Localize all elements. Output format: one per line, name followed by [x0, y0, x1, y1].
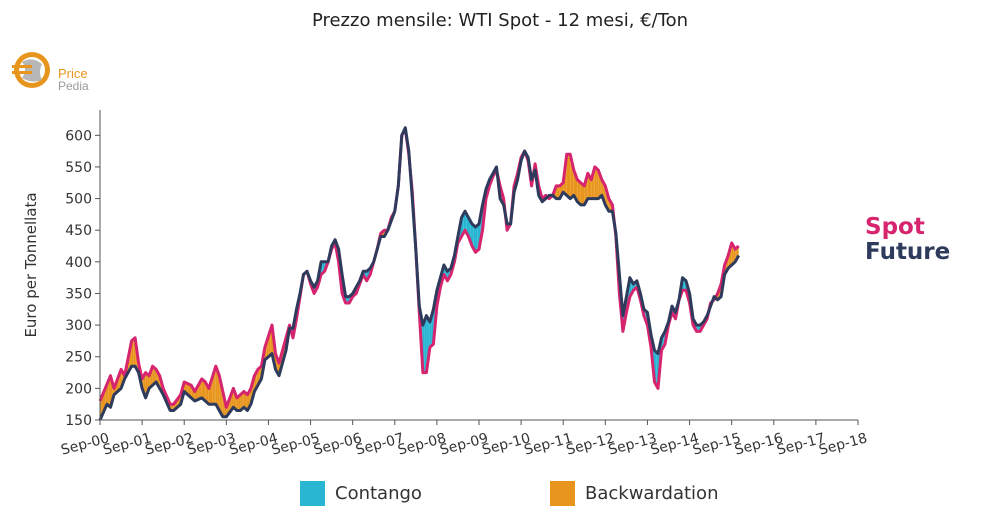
backwardation-area: [152, 366, 155, 386]
backwardation-area: [238, 394, 241, 411]
y-tick-label: 450: [65, 223, 92, 239]
future-line: [98, 126, 741, 421]
contango-area: [473, 225, 476, 253]
backwardation-area: [243, 391, 246, 409]
contango-area: [475, 225, 478, 253]
logo-text-price: Price: [58, 66, 88, 81]
legend-contango: Contango: [300, 480, 422, 506]
backwardation-area: [596, 168, 599, 199]
pricepedia-logo: Price Pedia: [8, 46, 118, 96]
backwardation-area: [207, 385, 209, 405]
backwardation-area: [575, 174, 578, 202]
y-axis-label: Euro per Tonnellata: [22, 192, 40, 337]
backwardation-area: [582, 184, 585, 205]
backwardation-area: [566, 154, 569, 197]
spot-end-label: Spot: [865, 214, 925, 240]
backwardation-area: [240, 393, 243, 411]
backwardation-area: [558, 185, 560, 199]
contango-swatch: [300, 480, 325, 506]
backwardation-label: Backwardation: [585, 482, 719, 504]
backwardation-area: [203, 380, 206, 401]
contango-area: [465, 211, 467, 234]
y-tick-label: 350: [65, 286, 92, 302]
contango-label: Contango: [335, 482, 422, 504]
y-tick-label: 400: [65, 255, 92, 271]
chart-title: Prezzo mensile: WTI Spot - 12 mesi, €/To…: [311, 10, 689, 31]
x-tick-label: Sep-18: [817, 430, 869, 458]
backwardation-area: [731, 242, 734, 265]
y-tick-label: 250: [65, 350, 92, 366]
backwardation-area: [215, 366, 218, 408]
backwardation-area: [594, 166, 597, 199]
backwardation-area: [108, 375, 111, 408]
future-end-label: Future: [865, 239, 951, 265]
backwardation-area: [189, 384, 192, 398]
backwardation-area: [577, 179, 579, 204]
backwardation-area: [214, 366, 216, 405]
backwardation-area: [217, 371, 220, 411]
y-tick-label: 600: [65, 128, 92, 144]
backwardation-area: [201, 378, 204, 400]
y-tick-label: 500: [65, 192, 92, 208]
y-tick-label: 550: [65, 160, 92, 176]
backwardation-area: [242, 391, 244, 409]
contango-area: [466, 214, 469, 237]
backwardation-area: [568, 154, 571, 199]
logo-text-pedia: Pedia: [58, 79, 89, 93]
backwardation-area: [245, 393, 248, 411]
y-tick-label: 150: [65, 413, 92, 429]
backwardation-area: [154, 367, 157, 384]
y-tick-label: 300: [65, 318, 92, 334]
backwardation-area: [236, 396, 239, 411]
spot-line: [98, 127, 740, 409]
backwardation-area: [579, 181, 581, 205]
contango-area: [429, 315, 432, 348]
contango-area: [424, 315, 427, 373]
y-tick-label: 200: [65, 381, 92, 397]
backwardation-area: [589, 176, 592, 199]
backwardation-swatch: [550, 480, 575, 506]
legend-backwardation: Backwardation: [550, 480, 718, 506]
backwardation-area: [580, 182, 583, 205]
euro-globe-icon: [12, 52, 50, 88]
backwardation-area: [556, 185, 558, 199]
backwardation-area: [587, 173, 590, 199]
